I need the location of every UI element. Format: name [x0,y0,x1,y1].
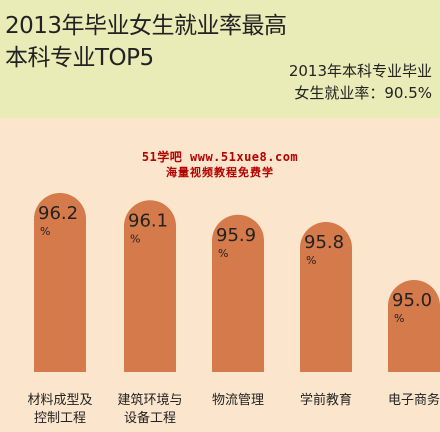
category-label: 学前教育 [300,392,352,408]
bar [34,193,86,372]
data-label: 95.0 [392,290,432,311]
data-label: 96.1 [128,210,168,231]
category-label: 材料成型及 [27,393,92,408]
bar [124,200,176,372]
chart-title-line1: 2013年毕业女生就业率最高 [5,13,287,39]
watermark-site: 51学吧 www.51xue8.com [141,150,299,164]
data-label: 95.9 [216,225,256,246]
summary-line2: 女生就业率：90.5% [294,84,432,102]
category-label: 物流管理 [212,393,264,408]
bar-group-2: 95.9% 物流管理 [212,214,264,408]
data-label-unit: % [394,312,404,325]
data-label-unit: % [40,225,50,238]
data-label-unit: % [130,232,140,245]
data-label: 95.8 [304,232,344,253]
bar-group-4: 95.0% 电子商务 [388,280,440,408]
bar-group-3: 95.8% 学前教育 [300,222,352,408]
category-label: 电子商务 [388,392,440,408]
data-label: 96.2 [38,203,78,224]
category-label: 建筑环境与 [117,392,182,408]
bar [212,214,264,372]
category-label: 设备工程 [124,410,176,426]
data-label-unit: % [218,247,228,260]
category-label: 控制工程 [34,411,86,426]
header-panel: 2013年毕业女生就业率最高 本科专业TOP5 2013年本科专业毕业 女生就业… [0,0,440,118]
chart-title-line2: 本科专业TOP5 [5,45,154,71]
watermark-slogan: 海量视频教程免费学 [166,166,274,179]
bar [300,222,352,372]
bar [388,280,440,372]
data-label-unit: % [306,254,316,267]
summary-line1: 2013年本科专业毕业 [288,62,432,80]
